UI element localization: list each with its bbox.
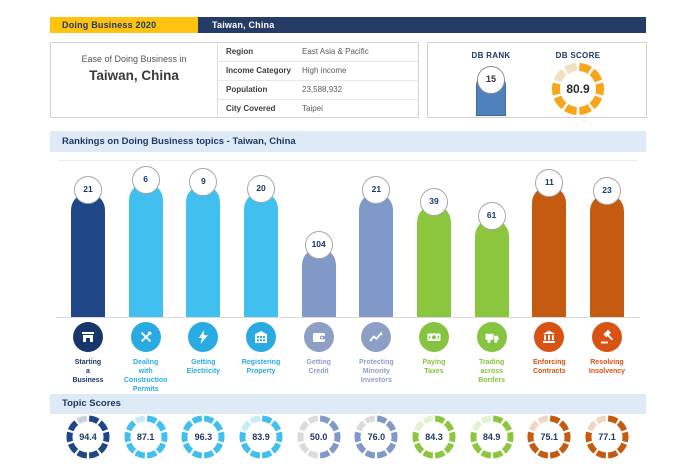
field-value: East Asia & Pacific [302,47,369,56]
overview-title: Ease of Doing Business in Taiwan, China [51,43,218,117]
topic-label: Resolving Insolvency [588,359,626,375]
field-value: 23,588,932 [302,85,343,94]
table-row: City Covered Taipei [218,100,418,118]
topic-scores-section-header: Topic Scores [50,394,646,414]
construction-tools-icon [130,322,161,352]
rank-bar [589,194,624,317]
topic-label: Getting Credit [306,359,331,375]
field-label: Population [226,85,268,94]
topic-label: Protecting Minority Investors [359,359,394,384]
economy-name: Taiwan, China [89,68,179,83]
topic-score-value: 83.9 [252,432,270,442]
rank-bubble: 104 [304,231,333,259]
rank-bar [359,193,394,317]
rank-bar [128,183,163,317]
topic-label: Starting a Business [72,359,104,384]
overview-table: Region East Asia & Pacific Income Catego… [218,43,418,117]
topic-score-value: 84.9 [482,432,501,442]
topic-score-value: 87.1 [136,432,155,442]
gavel-icon [591,322,622,352]
topic-score-value: 50.0 [309,432,328,442]
rank-bubble: 6 [131,166,160,194]
wallet-icon [303,322,334,352]
topic-score-donut: 83.9 [238,414,284,460]
rank-bar [416,205,451,317]
rank-bubble: 20 [246,175,275,203]
divider-line [58,160,638,161]
topic-label: Getting Electricity [186,359,221,375]
db-score-donut: 80.9 [551,62,605,116]
topic-score-donut: 87.1 [123,414,169,460]
overview-heading-prefix: Ease of Doing Business in [81,54,187,64]
db-rank-label: DB RANK [471,51,511,60]
topic-score-donut: 84.3 [411,414,457,460]
banknote-icon [418,322,449,352]
topic-label: Enforcing Contracts [532,359,566,375]
field-label: City Covered [226,104,276,113]
chart-line-icon [361,322,392,352]
topic-score-donut: 75.1 [526,414,572,460]
topic-score-donut: 77.1 [584,414,630,460]
topic-score-donut: 76.0 [353,414,399,460]
topic-label: Trading across Borders [478,359,506,384]
topic-score-value: 75.1 [540,432,559,442]
db-rank-score-box: DB RANK DB SCORE 15 80.9 [427,42,647,118]
rank-bubble: 23 [592,177,621,205]
courthouse-icon [534,322,565,352]
field-label: Region [226,47,254,56]
report-badge: Doing Business 2020 [50,17,198,33]
property-building-icon [245,322,276,352]
truck-icon [476,322,507,352]
db-rank-value: 15 [477,66,505,94]
topic-scores-row: 94.4 87.1 96.3 83.9 50.0 76.0 84.3 84.9 75.1 77.1 [56,414,640,460]
rank-bubble: 39 [419,188,448,216]
rank-bar [243,192,278,317]
overview-box: Ease of Doing Business in Taiwan, China … [50,42,419,118]
topic-score-value: 77.1 [598,432,616,442]
db-score-label: DB SCORE [555,51,601,60]
topic-score-value: 96.3 [194,432,213,442]
lightning-icon [188,322,219,352]
table-row: Region East Asia & Pacific [218,43,418,62]
rankings-section-header: Rankings on Doing Business topics - Taiw… [50,131,646,152]
db-score-value: 80.9 [566,82,590,96]
topic-score-value: 94.4 [79,432,97,442]
rank-bubble: 21 [362,176,391,204]
topics-row: Starting a Business Dealing with Construc… [56,322,640,393]
topic-score-value: 84.3 [425,432,443,442]
economy-title-bar: Taiwan, China [198,17,646,33]
topic-score-value: 76.0 [367,432,386,442]
table-row: Population 23,588,932 [218,81,418,100]
rank-bubble: 21 [74,176,102,204]
rank-bubble: 61 [477,202,506,230]
field-value: Taipei [302,104,323,113]
rankings-chart: 21 6 9 20 104 21 39 61 11 23 [56,162,640,318]
rank-bubble: 9 [189,168,218,196]
rank-bubble: 11 [535,169,564,197]
rank-bar [186,185,221,317]
topic-score-donut: 50.0 [296,414,342,460]
rank-bar [532,186,567,317]
field-label: Income Category [226,66,291,75]
topic-score-donut: 96.3 [180,414,226,460]
topic-label: Registering Property [241,359,281,375]
topic-score-donut: 94.4 [65,414,111,460]
rank-bar [301,248,336,317]
table-row: Income Category High income [218,62,418,81]
field-value: High income [302,66,347,75]
topic-label: Paying Taxes [422,359,446,375]
rank-bar [474,219,509,317]
storefront-icon [73,322,103,352]
topic-label: Dealing with Construction Permits [123,359,168,393]
rank-bar [71,193,105,317]
topic-score-donut: 84.9 [469,414,515,460]
